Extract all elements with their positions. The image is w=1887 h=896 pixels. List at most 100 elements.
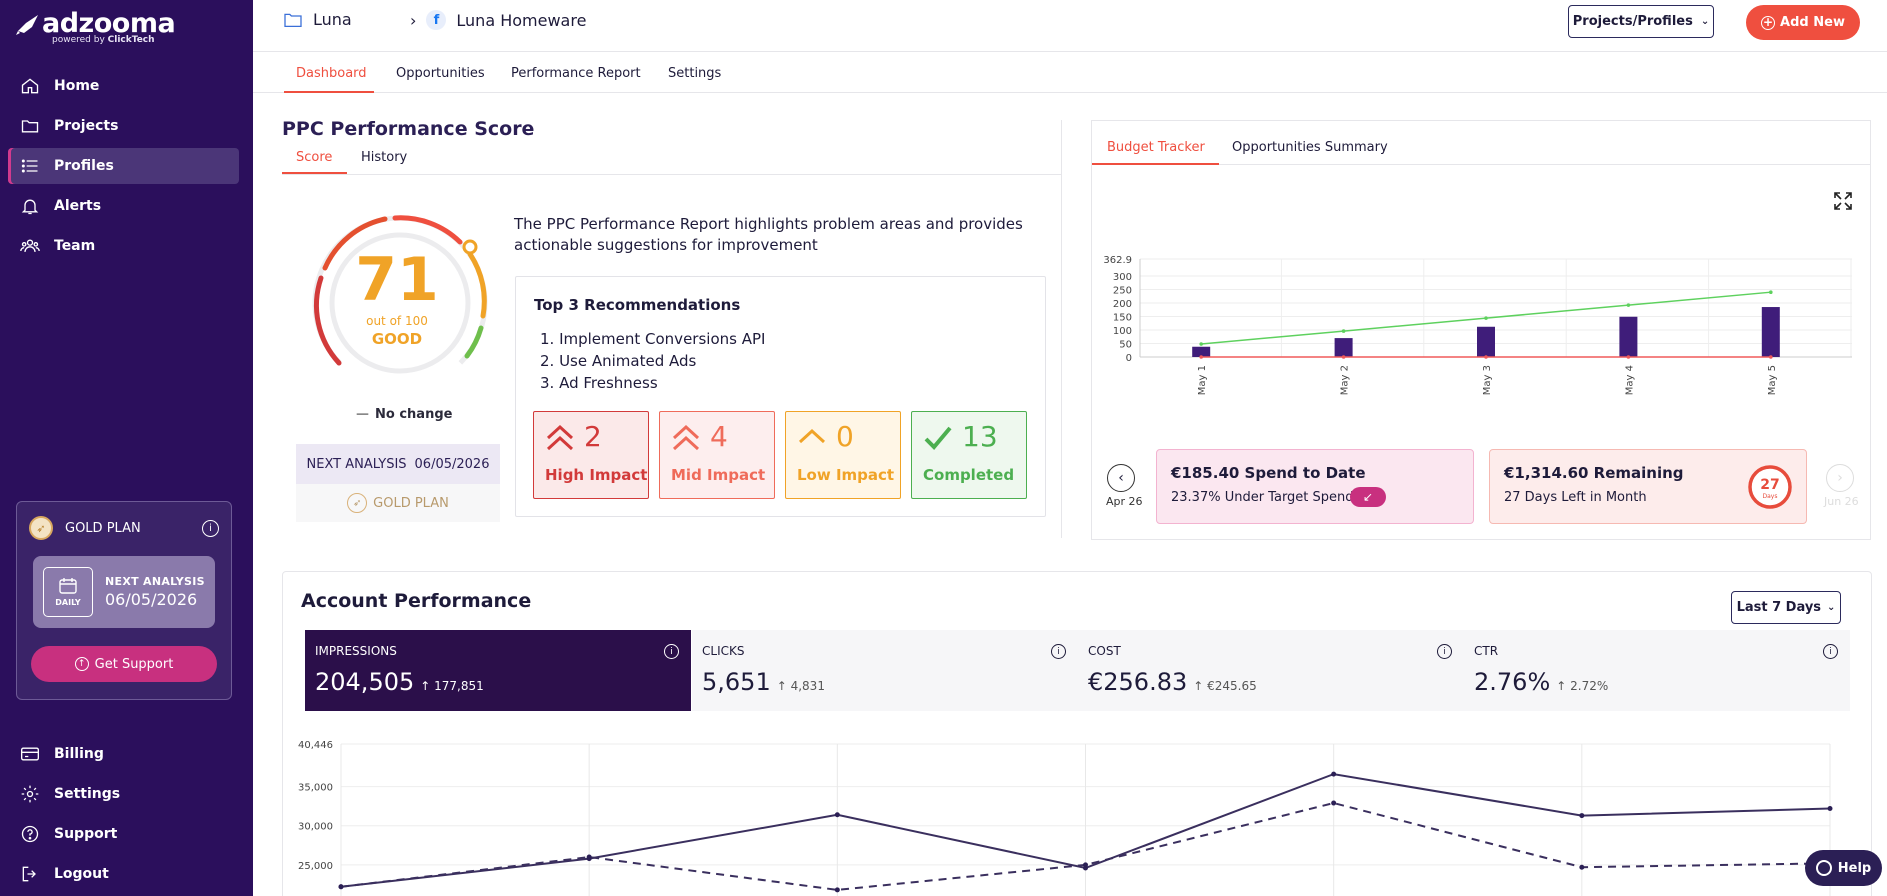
date-range-dropdown[interactable]: Last 7 Days ⌄ [1731,591,1841,624]
next-analysis-label: NEXT ANALYSIS [306,456,407,472]
tab-settings[interactable]: Settings [668,66,722,81]
metric-cost[interactable]: COST i €256.83 ↑ €245.65 [1078,630,1464,711]
sidebar-nav: Home Projects Profiles Alerts Team [8,68,239,268]
sidebar-item-label: Team [54,238,96,254]
gold-medal-icon: ➶ [347,493,368,513]
days-left-number: 27 [1760,477,1779,493]
recommendation-item[interactable]: 2. Use Animated Ads [540,352,697,370]
prev-month-date: Apr 26 [1106,495,1143,508]
info-icon[interactable]: i [202,519,219,537]
active-tab-indicator [284,91,374,93]
adzooma-logo[interactable]: adzooma powered by ClickTech [16,8,176,48]
checkmark-icon [924,426,952,450]
next-analysis-date: 06/05/2026 [105,590,198,609]
info-icon[interactable]: i [1823,644,1838,659]
point-target-spend [1769,290,1773,294]
account-performance-title: Account Performance [301,590,532,612]
high-impact-card[interactable]: 2 High Impact [533,411,649,499]
x-tick-label: May 4 [1624,365,1635,395]
tab-dashboard[interactable]: Dashboard [296,66,367,81]
tab-opportunities[interactable]: Opportunities [396,66,485,81]
bar-current-spend [1334,338,1353,357]
recommendation-item[interactable]: 3. Ad Freshness [540,374,658,392]
prev-month-button[interactable]: ‹ [1107,464,1135,492]
rocket-icon [16,14,38,35]
subtab-history[interactable]: History [361,150,408,165]
sidebar-item-team[interactable]: Team [8,228,239,264]
bell-icon [21,199,39,215]
sidebar-item-alerts[interactable]: Alerts [8,188,239,224]
metric-ctr[interactable]: CTR i 2.76% ↑ 2.72% [1464,630,1850,711]
y-tick-label: 35,000 [298,783,333,794]
point-revenue [1199,355,1203,359]
info-icon[interactable]: i [1051,644,1066,659]
spend-to-date: €185.40 Spend to Date [1171,464,1366,482]
dash-icon: — [356,407,369,422]
team-icon [20,239,40,252]
project-name: Luna [313,10,352,29]
sidebar-item-label: Profiles [54,158,114,174]
account-performance-panel: Account Performance Last 7 Days ⌄ IMPRES… [282,571,1872,896]
under-target: 23.37% Under Target Spend [1171,490,1354,505]
sidebar-item-home[interactable]: Home [8,68,239,104]
get-support-button[interactable]: ↑ Get Support [31,646,217,682]
low-impact-card[interactable]: 0 Low Impact [785,411,901,499]
arrow-up-icon: ↑ [420,679,435,693]
plus-circle-icon: + [1761,14,1776,30]
point-revenue [1484,355,1488,359]
bar-current-spend [1192,346,1211,357]
low-impact-count: 0 [836,420,854,453]
point-target-spend [1341,329,1346,333]
point-revenue [1626,355,1631,359]
data-point [1579,864,1585,870]
days-left-ring: 27 Days [1748,465,1792,509]
expand-icon[interactable] [1833,191,1853,211]
next-month-button[interactable]: › [1826,464,1854,492]
breadcrumb-profile[interactable]: › f Luna Homeware [410,10,586,30]
y-tick-label: 362.9 [1103,255,1132,266]
add-new-button[interactable]: + Add New [1746,5,1860,40]
add-new-label: Add New [1780,15,1845,30]
sidebar-item-profiles[interactable]: Profiles [8,148,239,184]
subtab-divider [282,174,1061,175]
recommendation-item[interactable]: 1. Implement Conversions API [540,330,766,348]
y-tick-label: 30,000 [298,822,333,833]
tab-performance-report[interactable]: Performance Report [511,66,641,81]
score-change: — No change [356,407,452,422]
score-rating: GOOD [371,330,423,348]
info-icon[interactable]: i [664,644,679,659]
sidebar-item-projects[interactable]: Projects [8,108,239,144]
projects-profiles-dropdown[interactable]: Projects/Profiles ⌄ [1568,5,1714,38]
sidebar-item-support[interactable]: Support [8,816,239,852]
subtab-score[interactable]: Score [296,150,333,165]
x-tick-label: May 2 [1340,365,1351,395]
metric-clicks[interactable]: CLICKS i 5,651 ↑ 4,831 [692,630,1078,711]
metric-impressions[interactable]: IMPRESSIONS i 204,505 ↑ 177,851 [305,630,691,711]
sidebar-item-label: Home [54,78,100,94]
score-gauge [312,215,488,391]
metric-previous: 2.72% [1570,679,1609,693]
data-point [1331,771,1337,777]
completed-card[interactable]: 13 Completed [911,411,1027,499]
sidebar-item-billing[interactable]: Billing [8,736,239,772]
info-icon[interactable]: i [1437,644,1452,659]
chevron-up-icon [798,428,826,444]
help-button[interactable]: Help [1805,850,1882,886]
completed-label: Completed [923,466,1015,484]
bar-current-spend [1761,307,1780,357]
sidebar-item-settings[interactable]: Settings [8,776,239,812]
data-point [1083,862,1088,868]
card-icon [21,747,39,761]
point-revenue [1769,355,1773,359]
folder-icon [21,120,39,133]
sidebar-item-label: Alerts [54,198,102,214]
breadcrumb-project[interactable]: Luna [283,10,352,29]
sidebar-item-logout[interactable]: Logout [8,856,239,892]
profile-name: Luna Homeware [456,10,587,30]
metric-label: IMPRESSIONS [315,644,397,658]
arrow-up-icon: ↑ [1556,679,1571,693]
tab-budget-tracker[interactable]: Budget Tracker [1107,140,1205,155]
tab-opportunities-summary[interactable]: Opportunities Summary [1232,140,1388,155]
mid-impact-card[interactable]: 4 Mid Impact [659,411,775,499]
metric-previous: 177,851 [434,679,484,693]
